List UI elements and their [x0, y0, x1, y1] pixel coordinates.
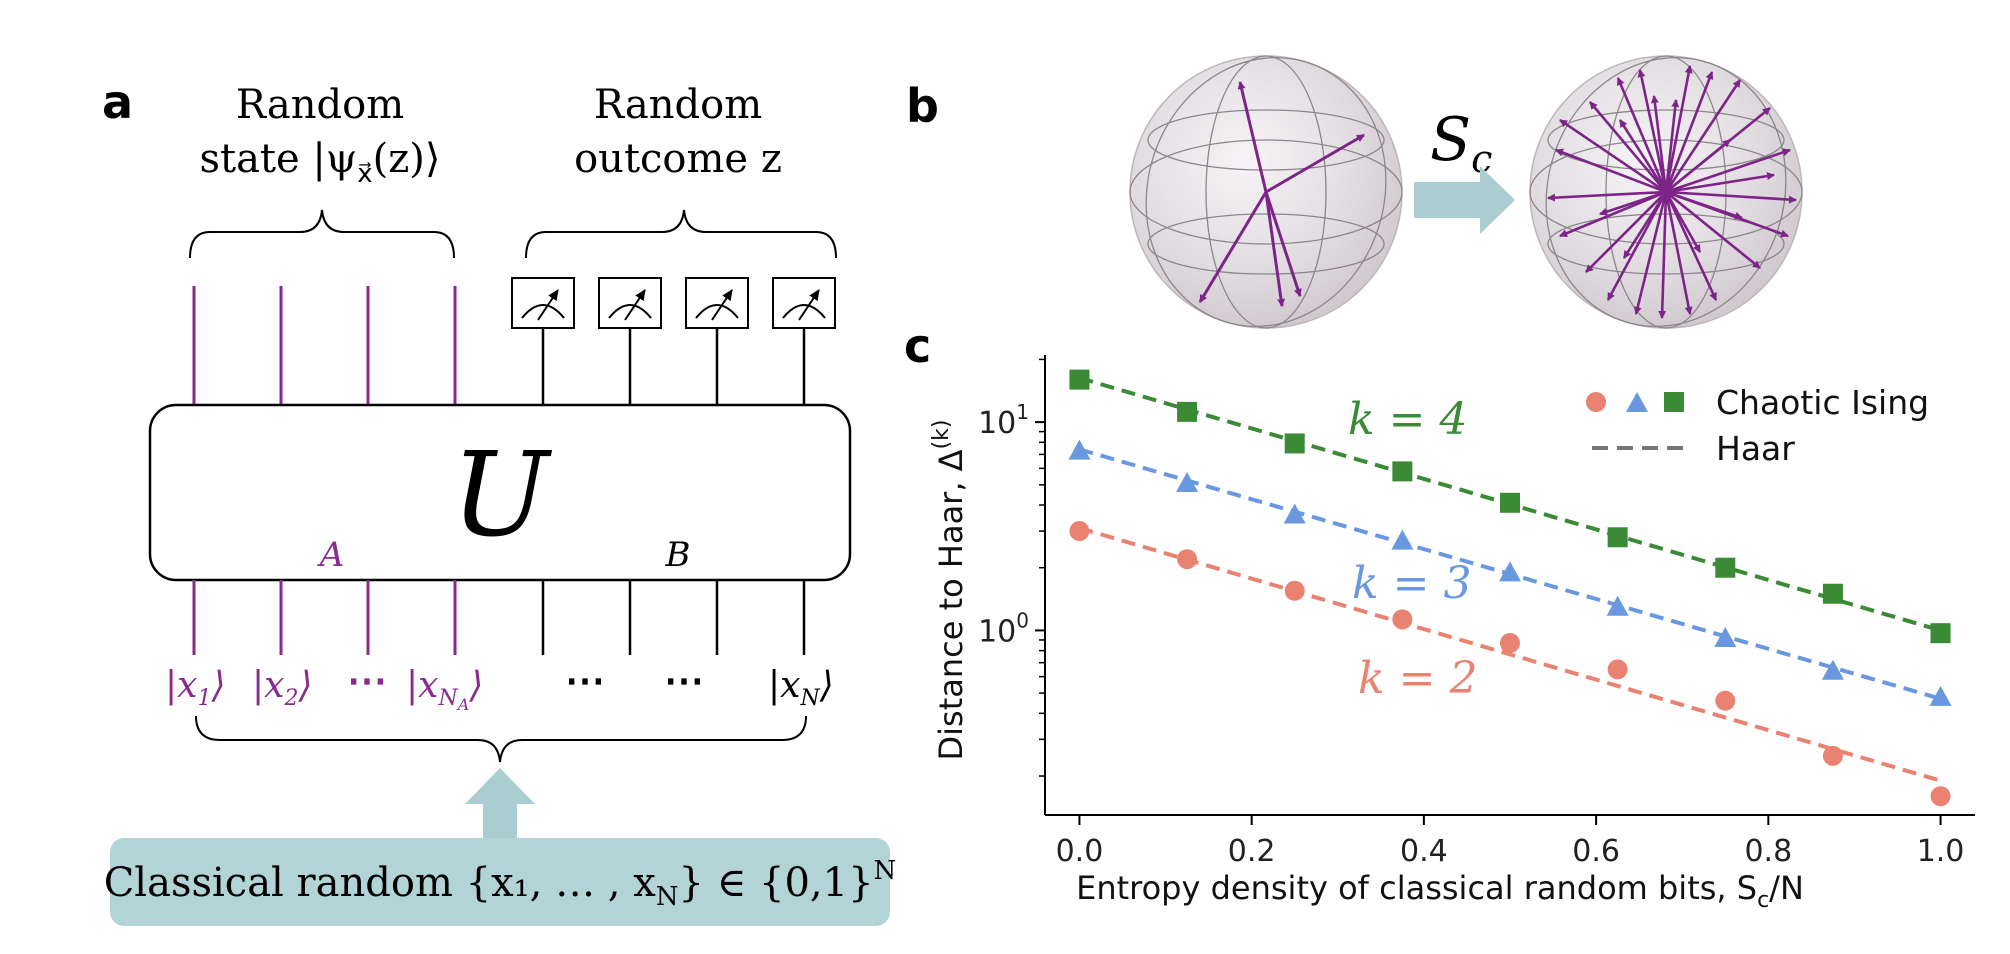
data-point-triangle	[1499, 561, 1521, 582]
data-point-triangle	[1714, 626, 1737, 647]
ket-x2: |x2⟩	[252, 665, 312, 711]
classical-random-label: Classical random {x₁, … , xN} ∈ {0,1}N	[104, 856, 897, 912]
brace-classical	[195, 715, 807, 763]
data-point-circle	[1607, 659, 1628, 680]
panel-b-label: b	[906, 79, 939, 133]
ket-xna: |xNA⟩	[406, 665, 483, 714]
bloch-sphere-2	[1529, 55, 1803, 329]
unitary-box	[148, 403, 852, 582]
data-point-square	[1500, 492, 1520, 513]
measurement-meters	[511, 277, 836, 405]
k4-label: k = 4	[1348, 394, 1468, 445]
wires-bottom-a	[192, 580, 457, 655]
x-tick-label: 0.8	[1744, 834, 1792, 869]
data-point-triangle	[1606, 595, 1629, 616]
data-point-triangle	[1068, 439, 1091, 460]
brace-random-outcome	[525, 209, 837, 259]
x-axis-label: Entropy density of classical random bits…	[1076, 869, 1804, 913]
x-ticks: 0.0 0.2 0.4 0.6 0.8 1.0	[1056, 815, 1965, 869]
panel-c-label: c	[904, 319, 931, 373]
random-outcome-title-line2: outcome z	[574, 136, 782, 182]
x-tick-label: 0.6	[1572, 834, 1620, 869]
meter-icon	[685, 277, 749, 405]
legend-label-chaotic-ising: Chaotic Ising	[1716, 383, 1929, 422]
k3-label: k = 3	[1352, 558, 1472, 609]
x-tick-label: 1.0	[1917, 834, 1965, 869]
ket-xn: |xN⟩	[768, 665, 834, 711]
legend-marker-square	[1664, 392, 1684, 412]
haar-line	[1078, 526, 1942, 783]
ket-dots-a: ⋯	[347, 657, 387, 704]
unitary-label: U	[451, 428, 552, 563]
data-markers	[1068, 369, 1952, 807]
x-tick-label: 0.4	[1400, 834, 1448, 869]
legend: Chaotic Ising Haar	[1586, 383, 1929, 468]
k2-label: k = 2	[1358, 653, 1478, 704]
data-point-square	[1822, 583, 1843, 604]
y-tick-label: 100	[978, 608, 1029, 649]
entropy-label: Sc	[1430, 105, 1492, 181]
data-point-square	[1069, 369, 1090, 390]
data-point-triangle	[1391, 529, 1414, 550]
meter-icon	[598, 277, 662, 405]
data-point-circle	[1177, 549, 1198, 570]
data-point-triangle	[1929, 685, 1952, 706]
classical-random-box	[110, 838, 890, 926]
data-point-triangle	[1821, 659, 1844, 680]
y-axis-label: Distance to Haar, Δ(k)	[929, 420, 970, 761]
panel-b: b Sc	[906, 55, 1803, 329]
meter-icon	[772, 277, 836, 405]
legend-marker-circle	[1586, 392, 1606, 412]
chart: 0.0 0.2 0.4 0.6 0.8 1.0 101 100	[978, 355, 1975, 869]
legend-label-haar: Haar	[1716, 429, 1795, 468]
panel-a: a Random state |ψx⃗(z)⟩ Random outcome z	[102, 75, 896, 926]
random-state-title-line2: state |ψx⃗(z)⟩	[199, 136, 440, 189]
x-tick-label: 0.2	[1228, 834, 1276, 869]
data-point-circle	[1500, 633, 1520, 654]
brace-random-state	[189, 209, 455, 259]
up-arrow	[465, 768, 535, 850]
y-ticks: 101 100	[978, 358, 1045, 777]
ket-dots-b1: ⋯	[565, 657, 605, 704]
ket-dots-b2: ⋯	[664, 657, 704, 704]
bloch-sphere-1	[1129, 55, 1403, 329]
wires-top-a	[192, 286, 457, 405]
data-point-square	[1392, 461, 1413, 482]
wires-bottom-b	[541, 580, 806, 655]
subsystem-a-label: A	[317, 535, 345, 575]
data-point-square	[1715, 557, 1736, 578]
data-point-triangle	[1283, 503, 1306, 524]
x-tick-label: 0.0	[1056, 834, 1104, 869]
data-point-circle	[1392, 609, 1413, 630]
ket-x1: |x1⟩	[165, 665, 225, 711]
legend-marker-triangle	[1626, 392, 1648, 412]
data-point-triangle	[1176, 472, 1199, 493]
random-outcome-title-line1: Random	[594, 82, 762, 128]
meter-icon	[511, 277, 575, 405]
data-point-circle	[1822, 745, 1843, 766]
data-point-circle	[1069, 521, 1090, 542]
data-point-square	[1930, 623, 1951, 644]
right-arrow	[1414, 166, 1515, 234]
data-point-circle	[1284, 580, 1305, 601]
y-tick-label: 101	[978, 400, 1029, 441]
data-point-square	[1177, 401, 1198, 422]
subsystem-b-label: B	[665, 535, 691, 575]
data-point-circle	[1930, 786, 1951, 807]
random-state-title-line1: Random	[236, 82, 404, 128]
panel-a-label: a	[102, 75, 133, 129]
data-point-circle	[1715, 690, 1736, 711]
data-point-square	[1284, 433, 1305, 454]
data-point-square	[1607, 527, 1628, 548]
